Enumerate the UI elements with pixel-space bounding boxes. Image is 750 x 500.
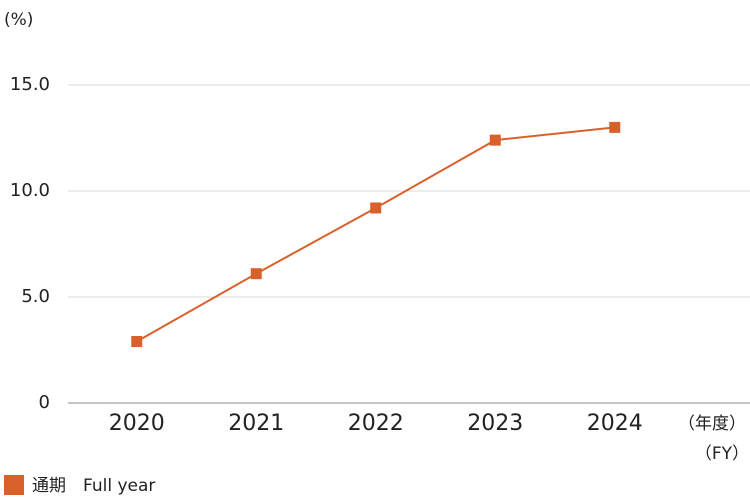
legend-swatch	[4, 475, 24, 495]
marker	[131, 336, 143, 348]
x-tick-label: 2024	[587, 411, 643, 436]
y-tick-label: 10.0	[10, 180, 50, 201]
legend-label: 通期 Full year	[32, 476, 155, 496]
line	[136, 126, 615, 343]
x-tick-label: 2022	[348, 411, 404, 436]
x-tick-label: 2023	[467, 411, 523, 436]
x-tick-label: 2021	[228, 411, 284, 436]
y-tick-label: 5.0	[21, 286, 50, 307]
marker	[489, 134, 501, 146]
y-axis-label: (%)	[4, 10, 33, 30]
x-tick-label: 2020	[109, 411, 165, 436]
marker	[250, 268, 262, 280]
marker	[609, 121, 621, 133]
x-axis-label-en: （FY）	[695, 444, 749, 464]
y-tick-label: 0	[39, 392, 50, 413]
marker	[370, 202, 382, 214]
x-axis-label: （年度）	[678, 414, 746, 434]
y-tick-label: 15.0	[10, 74, 50, 95]
